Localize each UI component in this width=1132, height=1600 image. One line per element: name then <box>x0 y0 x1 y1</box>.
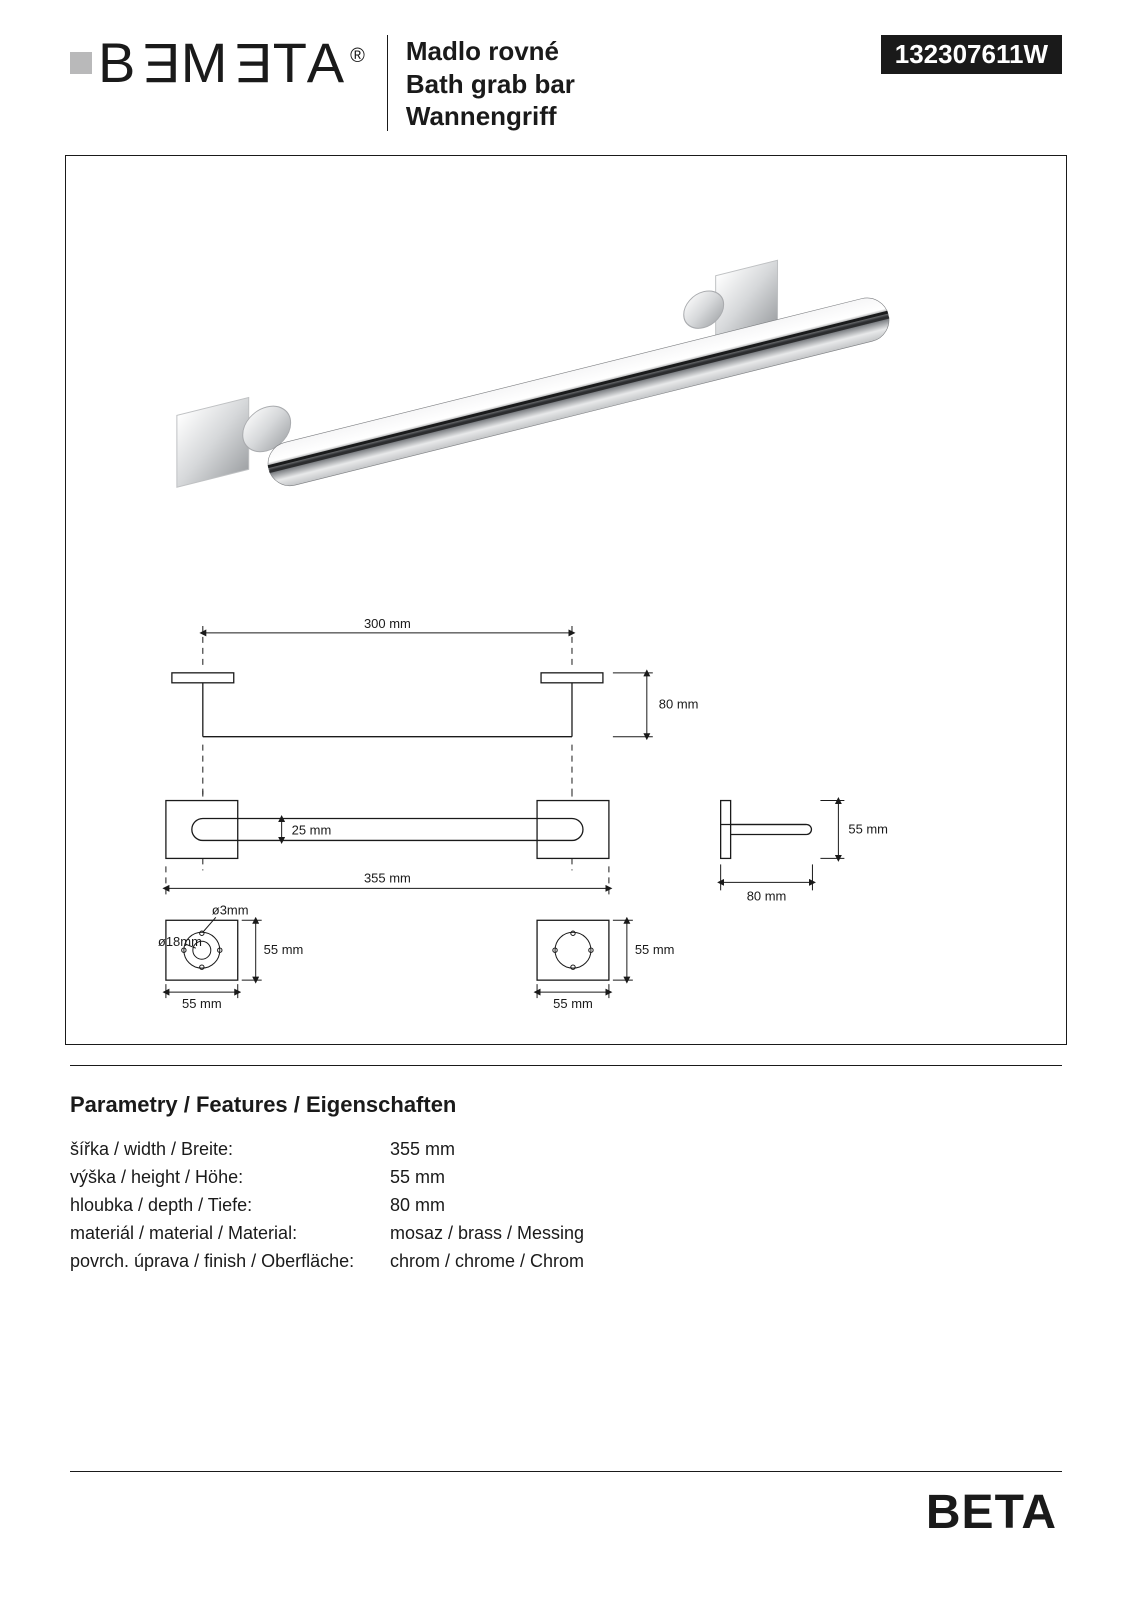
title-de: Wannengriff <box>406 100 575 133</box>
feature-row: povrch. úprava / finish / Oberfläche: ch… <box>70 1248 1062 1276</box>
dim-flange-w-r: 55 mm <box>553 996 593 1011</box>
dim-flange-h-l: 55 mm <box>264 942 304 957</box>
feature-row: výška / height / Höhe: 55 mm <box>70 1164 1062 1192</box>
feature-value: 80 mm <box>390 1192 445 1220</box>
dim-side-height: 55 mm <box>848 821 888 836</box>
dim-hole-dia: ø3mm <box>212 902 249 917</box>
product-photo <box>177 260 894 490</box>
view-flanges: ø3mm ø18mm 55 mm <box>158 902 675 1011</box>
view-top: 300 mm 80 mm <box>172 616 699 795</box>
product-code-badge: 132307611W <box>881 35 1062 74</box>
dim-collar-dia: ø18mm <box>158 934 202 949</box>
dim-side-depth: 80 mm <box>747 888 787 903</box>
footer-rule <box>70 1471 1062 1472</box>
brand-name: BeMeTA® <box>98 35 369 91</box>
feature-row: hloubka / depth / Tiefe: 80 mm <box>70 1192 1062 1220</box>
dim-depth: 80 mm <box>659 697 699 712</box>
brand-logo: BeMeTA® <box>70 35 369 91</box>
features-heading: Parametry / Features / Eigenschaften <box>70 1092 1062 1118</box>
feature-row: šířka / width / Breite: 355 mm <box>70 1136 1062 1164</box>
technical-drawing: 300 mm 80 mm <box>66 156 1066 1044</box>
feature-value: 55 mm <box>390 1164 445 1192</box>
feature-label: hloubka / depth / Tiefe: <box>70 1192 390 1220</box>
header: BeMeTA® Madlo rovné Bath grab bar Wannen… <box>70 35 1062 133</box>
dim-flange-w-l: 55 mm <box>182 996 222 1011</box>
series-name: BETA <box>926 1485 1057 1540</box>
logo-square-icon <box>70 52 92 74</box>
feature-row: materiál / material / Material: mosaz / … <box>70 1220 1062 1248</box>
dim-bar-dia: 25 mm <box>292 822 332 837</box>
title-en: Bath grab bar <box>406 68 575 101</box>
feature-value: 355 mm <box>390 1136 455 1164</box>
product-titles: Madlo rovné Bath grab bar Wannengriff <box>406 35 575 133</box>
dim-flange-h-r: 55 mm <box>635 942 675 957</box>
feature-value: chrom / chrome / Chrom <box>390 1248 584 1276</box>
view-front: 25 mm 355 mm <box>166 791 609 897</box>
title-cz: Madlo rovné <box>406 35 575 68</box>
dim-total-width: 355 mm <box>364 870 411 885</box>
dim-300: 300 mm <box>364 616 411 631</box>
feature-label: výška / height / Höhe: <box>70 1164 390 1192</box>
feature-label: povrch. úprava / finish / Oberfläche: <box>70 1248 390 1276</box>
vertical-divider <box>387 35 388 131</box>
features-section: Parametry / Features / Eigenschaften šíř… <box>70 1065 1062 1275</box>
feature-value: mosaz / brass / Messing <box>390 1220 584 1248</box>
view-side: 55 mm 80 mm <box>721 801 888 904</box>
technical-drawing-frame: 300 mm 80 mm <box>65 155 1067 1045</box>
feature-label: šířka / width / Breite: <box>70 1136 390 1164</box>
feature-label: materiál / material / Material: <box>70 1220 390 1248</box>
features-rule <box>70 1065 1062 1066</box>
